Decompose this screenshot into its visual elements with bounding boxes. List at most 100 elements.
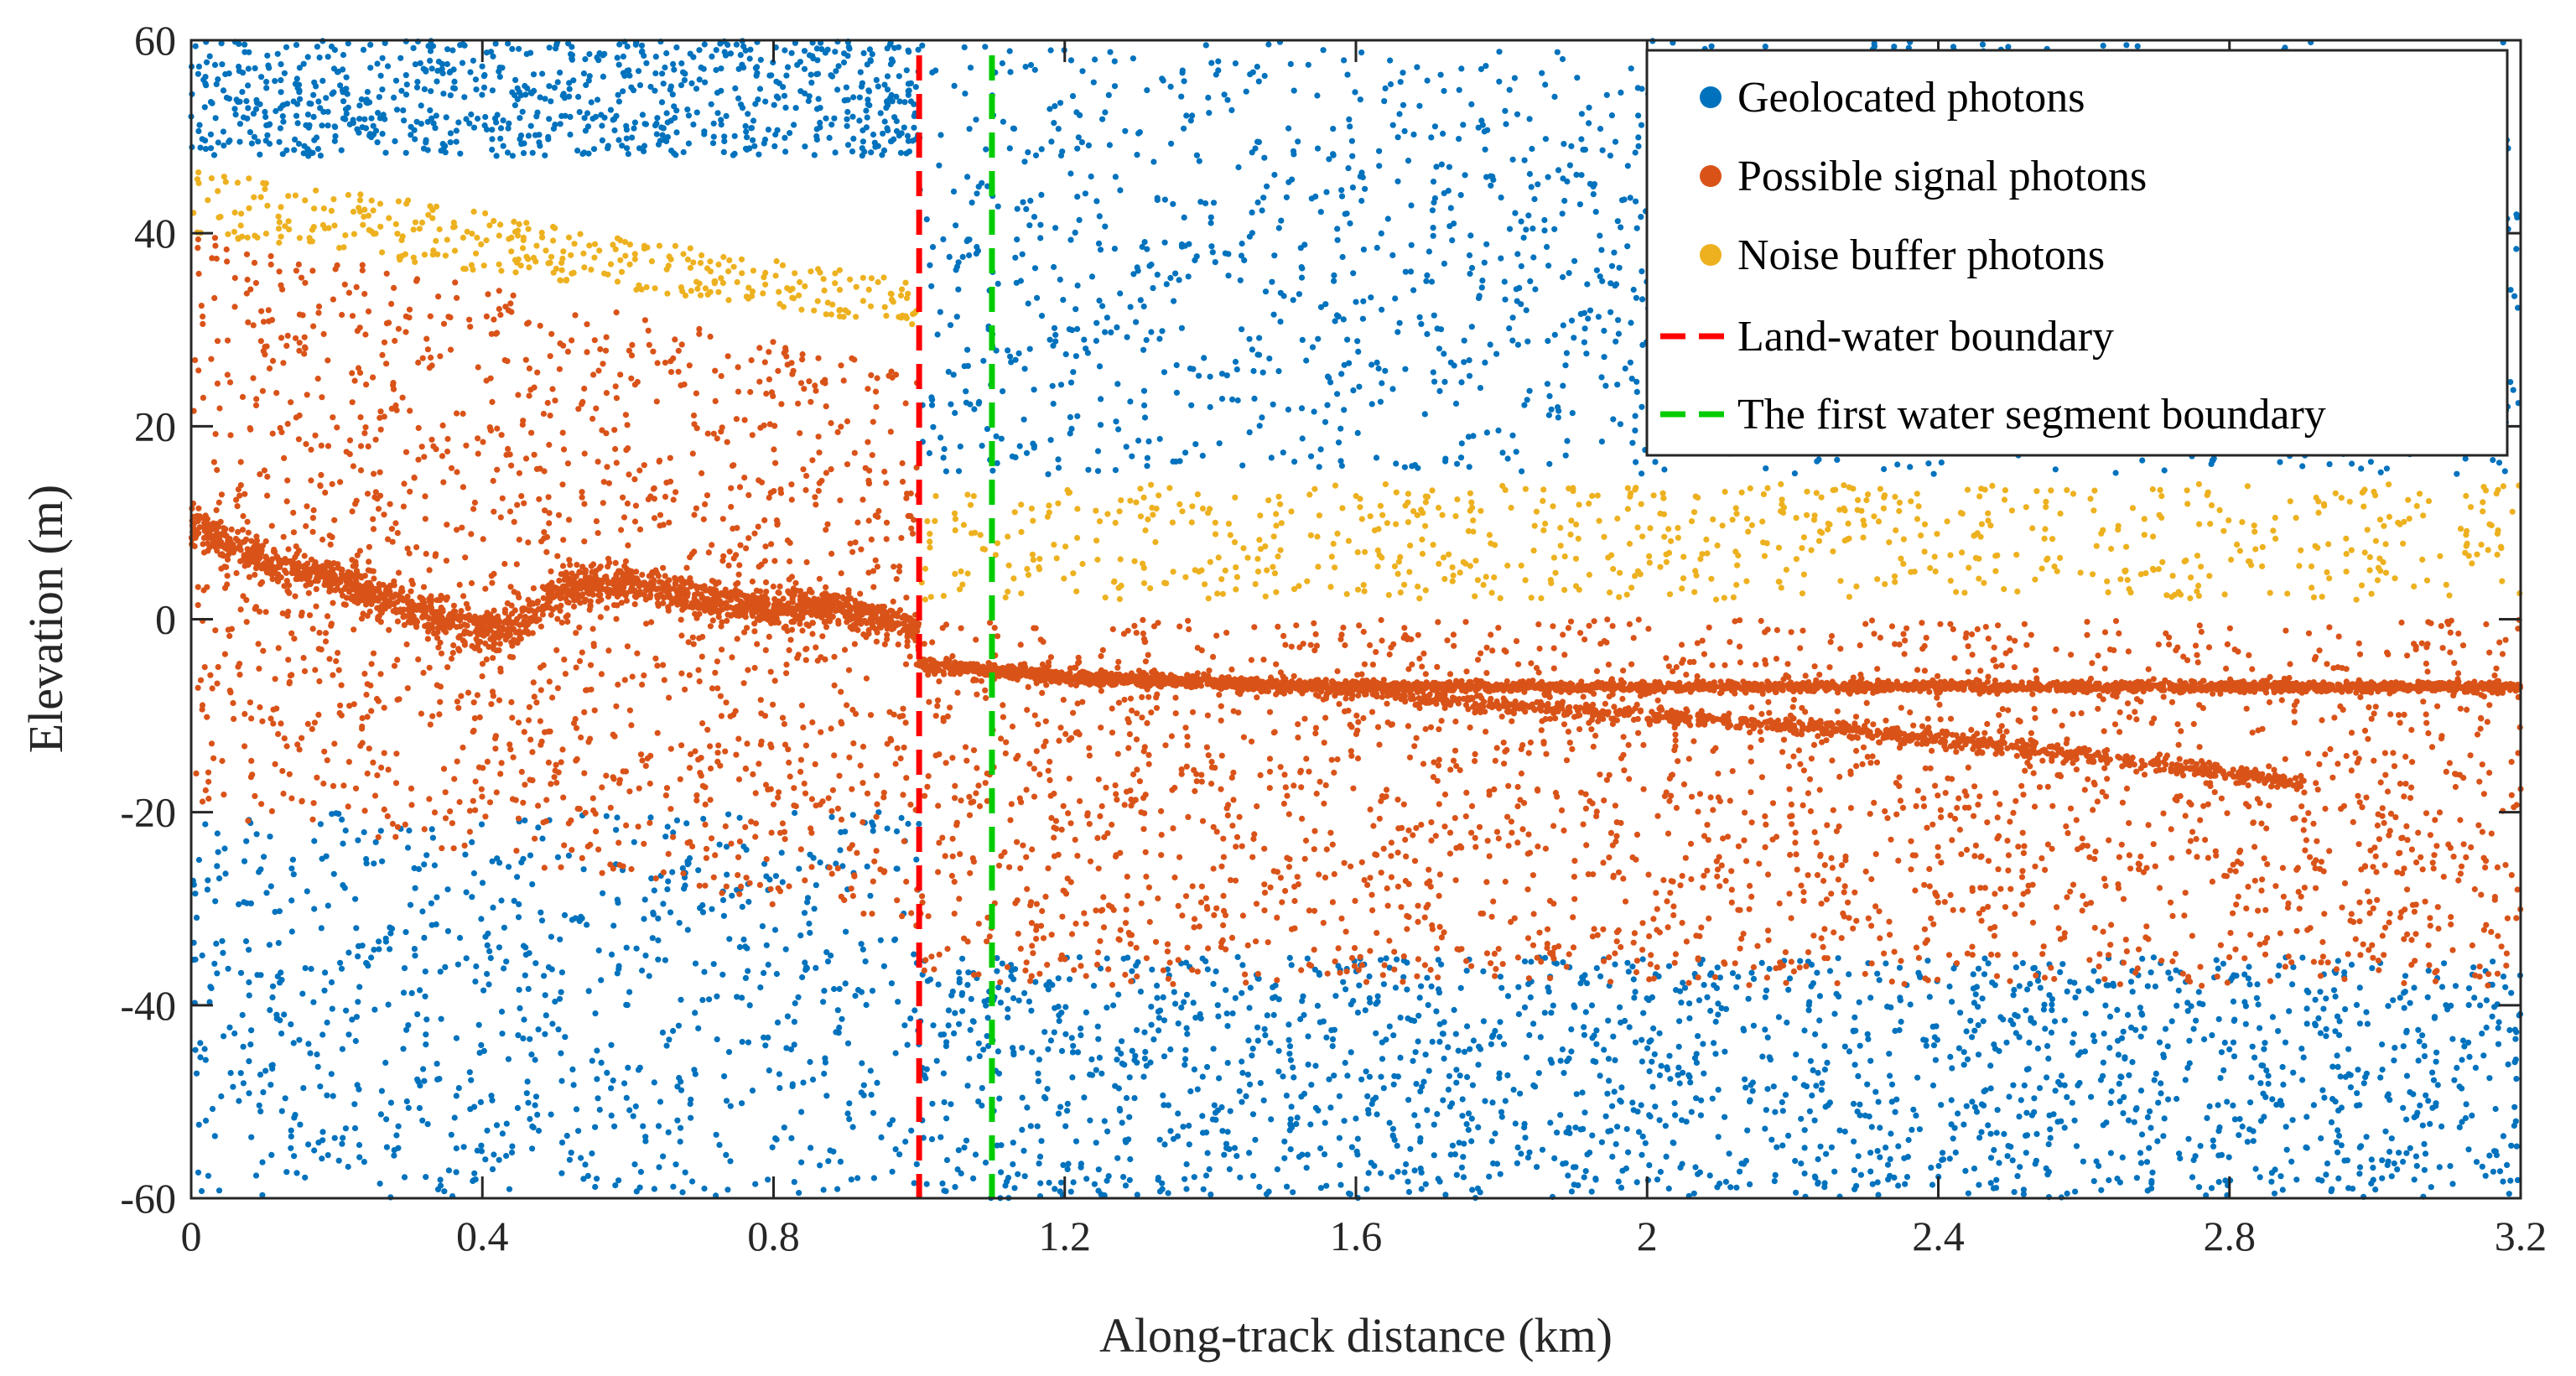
photon-point: [1093, 198, 1100, 205]
photon-point: [1176, 458, 1183, 465]
photon-point: [757, 984, 764, 991]
photon-point: [1299, 435, 1306, 442]
photon-point: [1649, 1083, 1656, 1090]
photon-point: [1411, 1167, 1418, 1174]
photon-point: [532, 1102, 538, 1109]
photon-point: [1222, 250, 1228, 257]
photon-point: [1581, 1109, 1588, 1116]
photon-point: [272, 78, 278, 85]
photon-point: [1542, 81, 1549, 88]
photon-point: [678, 996, 684, 1003]
photon-point: [784, 64, 792, 70]
photon-point: [1055, 126, 1062, 132]
photon-point: [1354, 1151, 1361, 1158]
photon-point: [1468, 1115, 1475, 1122]
photon-point: [2334, 958, 2341, 964]
photon-point: [1931, 1034, 1938, 1041]
photon-point: [2208, 460, 2215, 468]
photon-point: [266, 942, 273, 948]
photon-point: [1453, 1079, 1460, 1086]
photon-point: [1571, 257, 1578, 264]
photon-point: [503, 1152, 510, 1160]
photon-point: [904, 1041, 911, 1048]
photon-point: [655, 915, 662, 922]
photon-point: [2421, 1140, 2428, 1147]
photon-point: [723, 1151, 730, 1158]
photon-point: [1511, 75, 1518, 81]
photon-point: [1031, 214, 1038, 221]
photon-point: [1141, 239, 1148, 246]
photon-point: [195, 1169, 202, 1176]
photon-point: [1541, 1010, 1548, 1016]
photon-point: [2495, 1041, 2502, 1047]
photon-point: [1410, 1057, 1416, 1064]
photon-point: [1497, 1019, 1504, 1026]
photon-point: [695, 1025, 702, 1031]
photon-point: [1524, 338, 1531, 345]
photon-point: [807, 851, 813, 858]
photon-point: [2268, 1178, 2275, 1185]
photon-point: [972, 1151, 979, 1158]
photon-point: [1434, 1111, 1441, 1118]
photon-point: [1364, 1093, 1371, 1099]
photon-point: [1497, 974, 1504, 980]
photon-point: [1336, 1093, 1343, 1099]
photon-point: [963, 1137, 970, 1144]
photon-point: [376, 938, 382, 945]
photon-point: [1774, 1144, 1780, 1150]
photon-point: [582, 56, 589, 63]
photon-point: [1460, 1154, 1467, 1161]
photon-point: [781, 92, 788, 99]
photon-point: [2413, 1162, 2420, 1170]
photon-point: [1561, 1070, 1567, 1077]
photon-point: [1285, 179, 1292, 185]
photon-point: [236, 68, 242, 75]
photon-point: [1271, 171, 1278, 179]
photon-point: [1140, 303, 1147, 310]
photon-point: [1260, 195, 1267, 201]
photon-point: [2064, 1093, 2070, 1100]
photon-point: [1604, 1090, 1611, 1097]
photon-point: [1676, 1080, 1683, 1087]
photon-point: [231, 106, 238, 112]
photon-point: [2061, 1082, 2068, 1088]
photon-point: [1498, 984, 1505, 991]
photon-point: [1582, 1009, 1589, 1015]
photon-point: [296, 65, 303, 71]
photon-point: [950, 188, 958, 195]
photon-point: [2138, 1131, 2146, 1138]
photon-point: [1597, 232, 1603, 239]
photon-point: [202, 1117, 210, 1124]
photon-point: [1560, 382, 1566, 389]
photon-point: [936, 162, 943, 169]
photon-point: [1605, 1017, 1612, 1024]
photon-point: [2421, 1166, 2428, 1173]
photon-point: [860, 946, 866, 953]
photon-point: [2279, 1186, 2286, 1193]
photon-point: [1590, 1057, 1597, 1064]
photon-point: [1598, 247, 1605, 253]
photon-point: [201, 104, 208, 111]
photon-point: [1492, 1130, 1498, 1137]
photon-point: [218, 1093, 225, 1100]
photon-point: [566, 1156, 574, 1163]
photon-point: [1283, 1093, 1290, 1099]
photon-point: [969, 200, 975, 206]
photon-point: [1639, 1036, 1645, 1043]
photon-point: [1713, 984, 1720, 991]
photon-point: [1374, 244, 1380, 252]
photon-point: [1117, 290, 1124, 297]
photon-point: [2097, 1077, 2104, 1083]
photon-point: [482, 1156, 489, 1163]
photon-point: [1466, 357, 1472, 364]
photon-point: [557, 936, 564, 942]
photon-point: [2126, 1072, 2132, 1078]
photon-point: [1545, 338, 1551, 345]
photon-point: [1174, 1133, 1182, 1140]
photon-point: [782, 946, 789, 953]
photon-point: [2218, 1049, 2225, 1056]
photon-point: [732, 85, 739, 91]
photon-point: [1176, 277, 1182, 283]
photon-point: [1072, 306, 1079, 313]
photon-point: [1484, 127, 1491, 133]
